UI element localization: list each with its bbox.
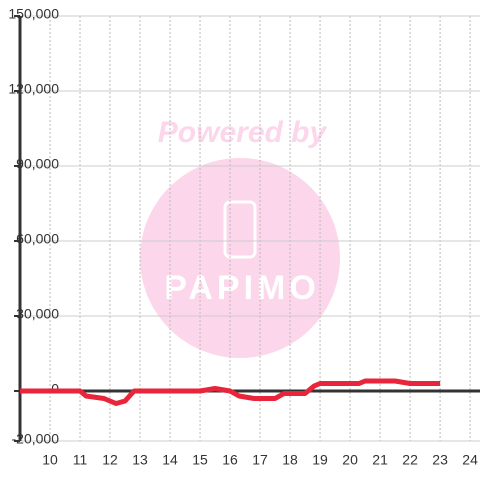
x-tick-label: 23 [432,452,448,468]
data-line [20,378,441,406]
y-tick-label: 30,000 [16,306,59,322]
y-tick-label: 150,000 [8,6,59,22]
y-tick-label: -20,000 [12,431,60,447]
x-tick-label: 16 [222,452,238,468]
y-tick-label: 120,000 [8,81,59,97]
x-tick-label: 18 [282,452,298,468]
x-tick-label: 17 [252,452,268,468]
x-tick-label: 19 [312,452,328,468]
x-tick-label: 21 [372,452,388,468]
watermark-top: Powered by [158,116,328,149]
x-tick-label: 24 [462,452,478,468]
x-tick-label: 14 [162,452,178,468]
x-tick-label: 22 [402,452,418,468]
x-tick-label: 20 [342,452,358,468]
x-tick-label: 12 [102,452,118,468]
x-tick-label: 10 [42,452,58,468]
grid [20,15,480,442]
watermark-phone [223,200,257,259]
x-tick-label: 13 [132,452,148,468]
x-tick-label: 11 [73,452,88,468]
y-tick-label: 90,000 [16,156,59,172]
watermark-bottom: PAPIMO [164,269,320,307]
y-tick-label: 60,000 [16,231,59,247]
x-tick-label: 15 [192,452,208,468]
